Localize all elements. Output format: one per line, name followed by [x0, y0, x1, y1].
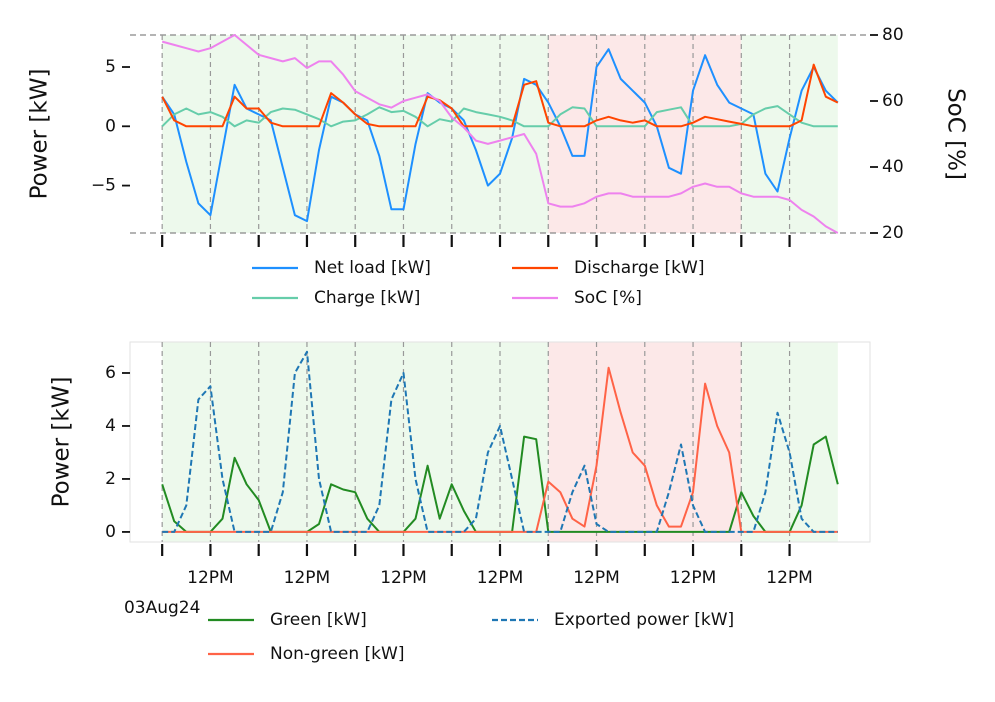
legend-label: SoC [%]	[574, 288, 642, 308]
y-tick-label: 0	[105, 116, 116, 136]
x-tick-label: 12PM	[284, 568, 331, 588]
y-tick-label: −5	[91, 176, 116, 196]
x-tick-label: 12PM	[187, 568, 234, 588]
legend-label: Non-green [kW]	[270, 644, 404, 664]
x-tick-label: 12PM	[766, 568, 813, 588]
x-tick-label: 12PM	[573, 568, 620, 588]
y-tick-label: 0	[105, 522, 116, 542]
x-tick-label: 12PM	[670, 568, 717, 588]
y2-tick-label: 20	[882, 223, 904, 243]
y2-tick-label: 60	[882, 91, 904, 111]
legend-label: Exported power [kW]	[554, 610, 734, 630]
x-tick-label: 12PM	[380, 568, 427, 588]
legend-label: Discharge [kW]	[574, 258, 704, 278]
y-tick-label: 2	[105, 469, 116, 489]
legend-label: Green [kW]	[270, 610, 367, 630]
x-tick-label: 12PM	[477, 568, 524, 588]
series-line	[162, 350, 838, 533]
y-axis-label: Power [kW]	[27, 69, 53, 200]
series-line	[161, 34, 839, 234]
series-line	[162, 366, 838, 533]
y-tick-label: 5	[105, 57, 116, 77]
y-tick-label: 6	[105, 363, 116, 383]
y-axis-label: Power [kW]	[49, 377, 75, 508]
series-line	[161, 48, 839, 223]
legend-label: Charge [kW]	[314, 288, 420, 308]
y2-tick-label: 40	[882, 157, 904, 177]
y2-tick-label: 80	[882, 25, 904, 45]
series-line	[161, 63, 839, 128]
y-tick-label: 4	[105, 416, 116, 436]
series-line	[161, 105, 838, 128]
legend-label: Net load [kW]	[314, 258, 431, 278]
y2-axis-label: SoC [%]	[943, 88, 969, 180]
x-tick-label: 03Aug24	[124, 598, 200, 618]
